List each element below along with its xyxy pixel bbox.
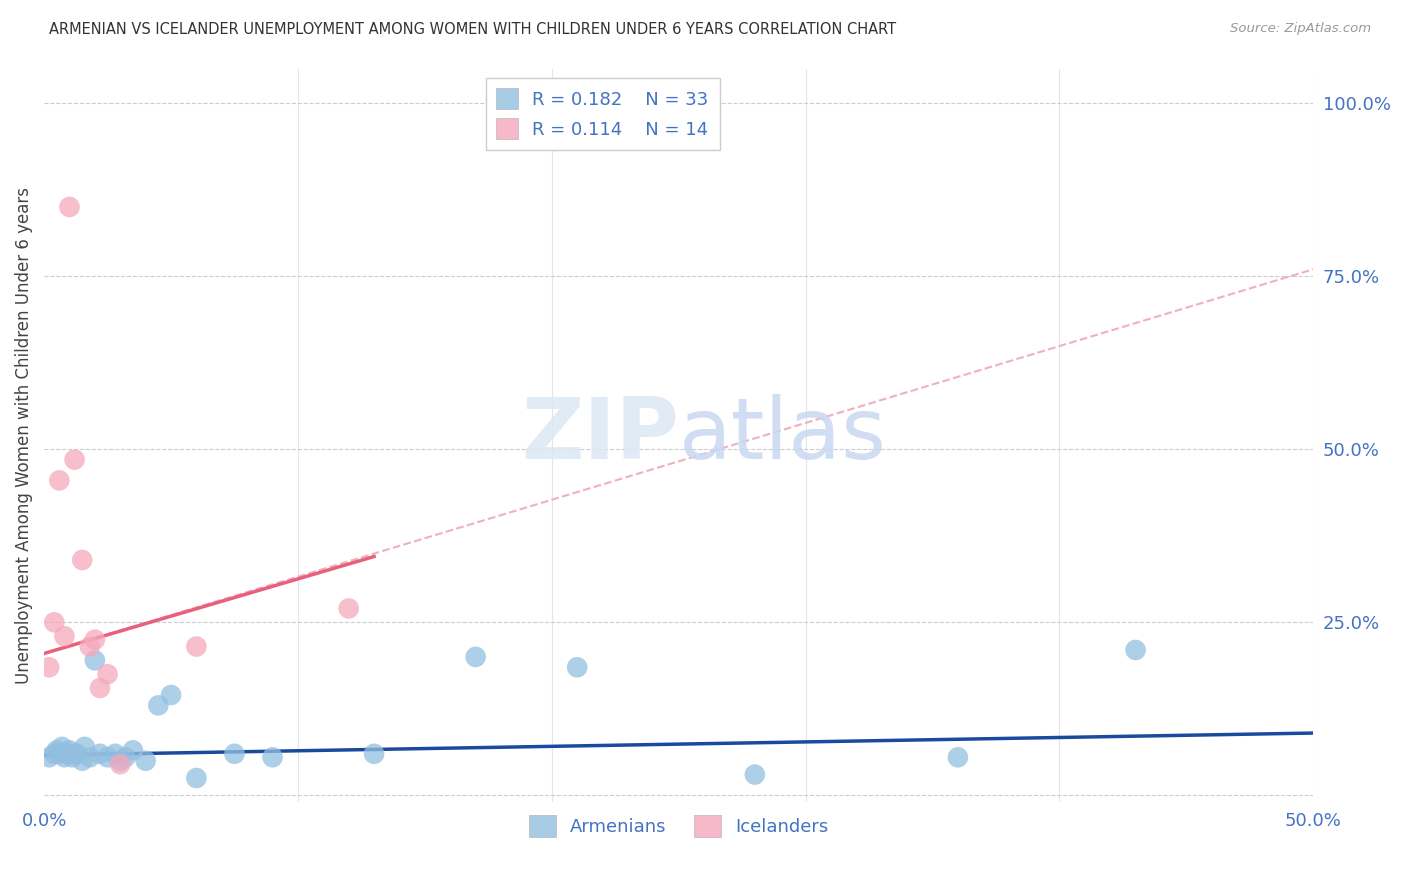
Point	[45, 743, 67, 757]
Legend: Armenians, Icelanders: Armenians, Icelanders	[522, 808, 835, 845]
Point	[89, 747, 111, 761]
Point	[63, 747, 86, 761]
Point	[83, 653, 105, 667]
Point	[66, 747, 89, 761]
Y-axis label: Unemployment Among Women with Children Under 6 years: Unemployment Among Women with Children U…	[15, 187, 32, 684]
Text: ARMENIAN VS ICELANDER UNEMPLOYMENT AMONG WOMEN WITH CHILDREN UNDER 6 YEARS CORRE: ARMENIAN VS ICELANDER UNEMPLOYMENT AMONG…	[49, 22, 897, 37]
Point	[186, 640, 208, 654]
Text: atlas: atlas	[679, 394, 887, 477]
Point	[110, 754, 132, 768]
Point	[83, 632, 105, 647]
Point	[114, 750, 136, 764]
Text: Source: ZipAtlas.com: Source: ZipAtlas.com	[1230, 22, 1371, 36]
Point	[186, 771, 208, 785]
Point	[48, 747, 70, 761]
Point	[70, 754, 93, 768]
Point	[38, 660, 60, 674]
Point	[148, 698, 170, 713]
Point	[565, 660, 588, 674]
Point	[946, 750, 969, 764]
Point	[56, 747, 79, 761]
Point	[63, 452, 86, 467]
Point	[53, 750, 76, 764]
Point	[89, 681, 111, 695]
Point	[53, 629, 76, 643]
Point	[44, 747, 66, 761]
Point	[224, 747, 246, 761]
Point	[70, 553, 93, 567]
Point	[58, 743, 80, 757]
Point	[58, 200, 80, 214]
Point	[104, 747, 127, 761]
Point	[110, 757, 132, 772]
Point	[79, 640, 101, 654]
Point	[97, 750, 120, 764]
Point	[38, 750, 60, 764]
Text: ZIP: ZIP	[522, 394, 679, 477]
Point	[160, 688, 183, 702]
Point	[51, 739, 73, 754]
Point	[122, 743, 145, 757]
Point	[97, 667, 120, 681]
Point	[262, 750, 284, 764]
Point	[44, 615, 66, 630]
Point	[73, 739, 96, 754]
Point	[48, 474, 70, 488]
Point	[1125, 643, 1147, 657]
Point	[135, 754, 157, 768]
Point	[363, 747, 385, 761]
Point	[337, 601, 360, 615]
Point	[744, 767, 766, 781]
Point	[79, 750, 101, 764]
Point	[464, 649, 486, 664]
Point	[60, 750, 83, 764]
